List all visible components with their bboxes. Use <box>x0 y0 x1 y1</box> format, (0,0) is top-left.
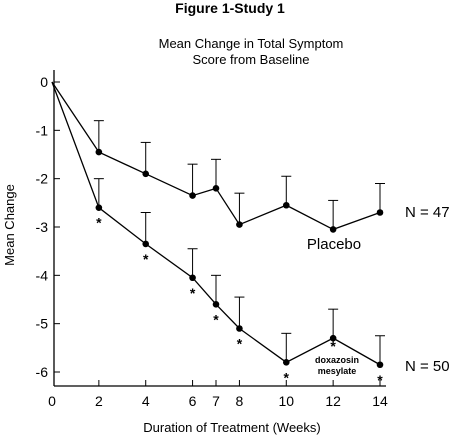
x-tick-label: 14 <box>372 393 388 409</box>
data-point <box>282 359 290 366</box>
data-point <box>189 192 196 199</box>
doxazosin-n-label: N = 50 <box>405 358 450 375</box>
data-point <box>189 274 196 282</box>
placebo-n-label: N = 47 <box>405 204 450 221</box>
data-point <box>282 201 290 209</box>
x-tick-label: 0 <box>48 393 56 409</box>
data-point <box>329 226 337 233</box>
x-tick-label: 2 <box>95 393 103 409</box>
doxazosin-label-line-2: mesylate <box>318 366 357 376</box>
x-tick-label: 7 <box>212 393 220 409</box>
x-tick-label: 6 <box>189 393 197 409</box>
data-point <box>95 148 103 156</box>
data-point <box>376 209 384 216</box>
y-tick-label: -5 <box>36 316 49 332</box>
series-layer: * * * * * * * * <box>51 81 385 388</box>
x-tick-label: 10 <box>278 393 294 409</box>
significance-star: * <box>330 338 336 354</box>
doxazosin-label-line-1: doxazosin <box>315 355 359 365</box>
x-axis-label: Duration of Treatment (Weeks) <box>143 420 321 435</box>
x-tick-label: 12 <box>325 393 341 409</box>
significance-star: * <box>377 372 383 388</box>
data-point <box>236 325 243 332</box>
significance-star: * <box>213 311 219 327</box>
x-tick-label: 4 <box>142 393 150 409</box>
y-tick-label: 0 <box>40 74 48 90</box>
data-point <box>212 301 220 308</box>
x-tick-label: 8 <box>236 393 244 409</box>
data-point <box>142 240 150 248</box>
data-point <box>236 221 243 228</box>
axes <box>53 70 386 387</box>
y-tick-label: -4 <box>36 267 49 283</box>
data-point <box>329 334 337 342</box>
data-point <box>376 361 384 369</box>
significance-star: * <box>237 336 243 352</box>
data-point <box>212 185 220 192</box>
series-0 <box>51 81 385 233</box>
y-tick-label: -6 <box>36 364 49 380</box>
significance-star: * <box>143 251 149 267</box>
data-point <box>142 170 150 178</box>
y-tick-label: -3 <box>36 219 49 235</box>
data-point <box>95 204 103 211</box>
significance-star: * <box>190 285 196 301</box>
significance-star: * <box>284 369 290 385</box>
chart-title-line-2: Score from Baseline <box>192 52 309 67</box>
placebo-label: Placebo <box>307 236 361 253</box>
significance-star: * <box>96 215 102 231</box>
y-tick-label: -1 <box>36 122 49 138</box>
y-axis-label: Mean Change <box>2 184 17 266</box>
figure-title: Figure 1-Study 1 <box>175 0 285 16</box>
chart-title-line-1: Mean Change in Total Symptom <box>159 36 344 51</box>
tick-labels: 0 -1 -2 -3 -4 -5 -6 0 2 4 6 7 8 10 12 14 <box>36 74 388 409</box>
y-tick-label: -2 <box>36 171 49 187</box>
series-1: * * * * * * * * <box>51 81 385 388</box>
